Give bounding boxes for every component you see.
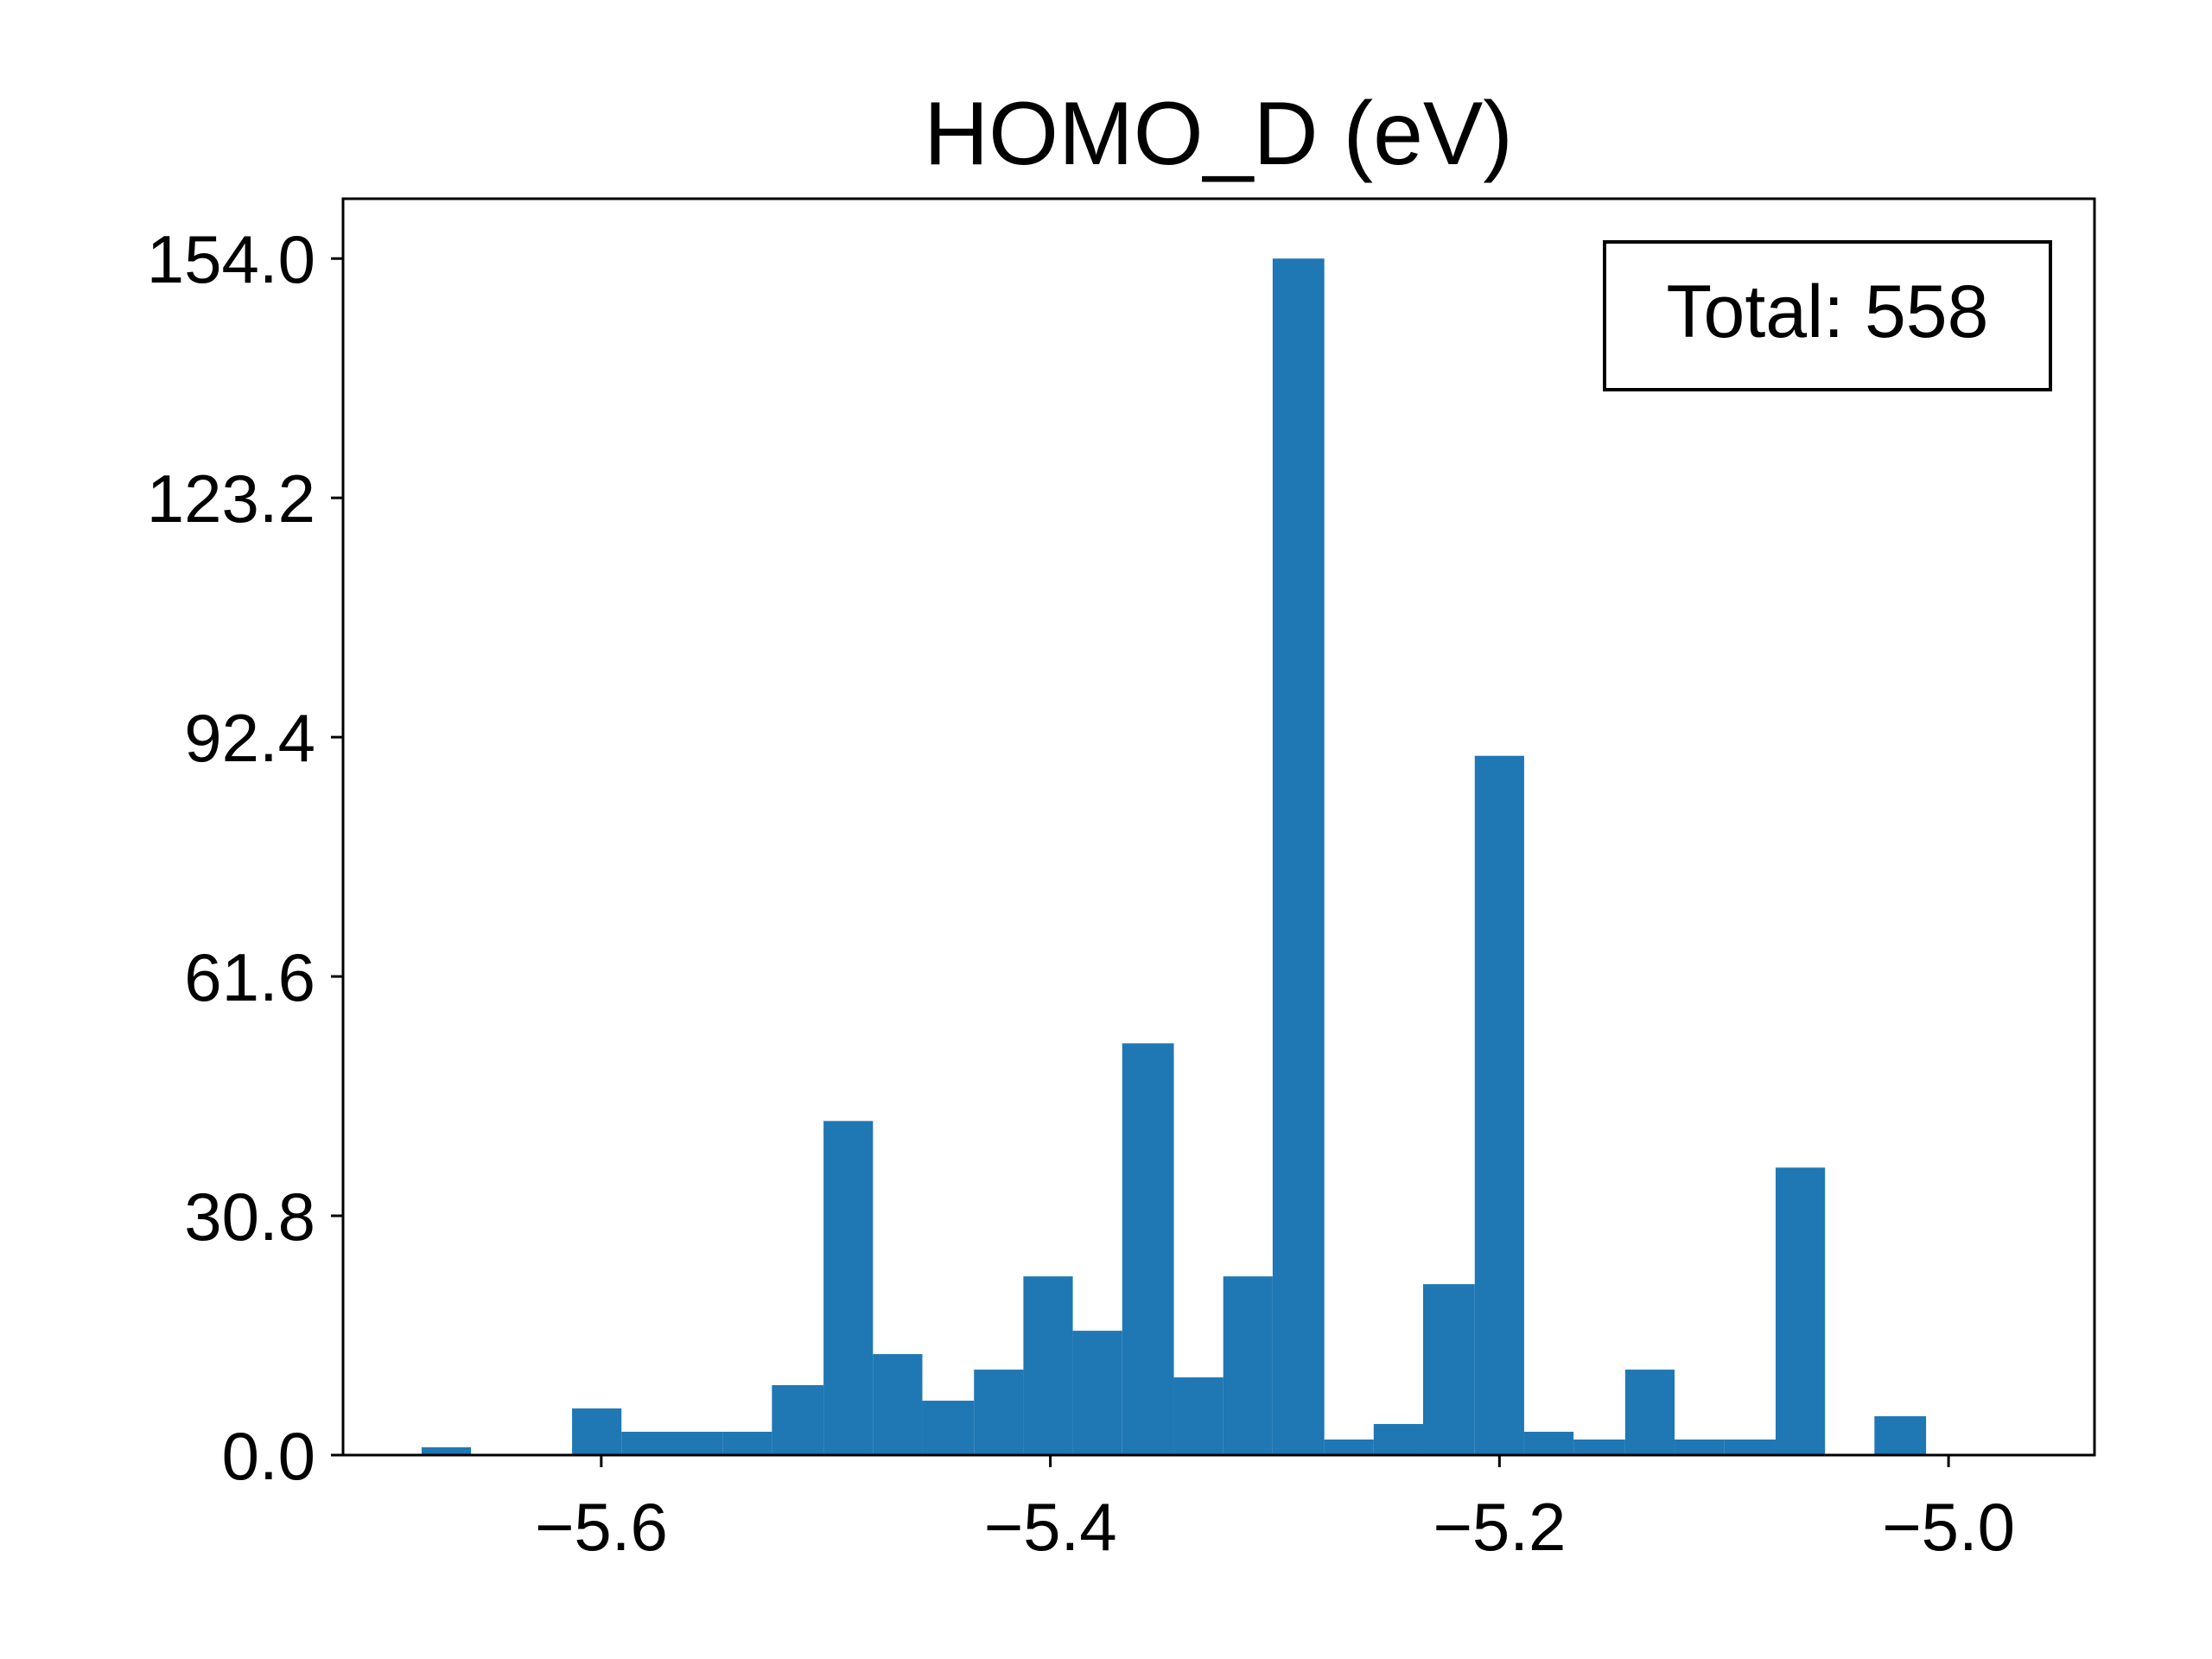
total-annotation: Total: 558 [1603,240,2052,391]
histogram-bar-0 [421,1447,472,1455]
y-tick-label-2: 61.6 [184,939,315,1015]
histogram-bar-4 [621,1432,674,1455]
y-tick-label-5: 154.0 [147,221,315,297]
histogram-bar-26 [1724,1440,1776,1455]
x-tick-label-3: −5.0 [1882,1489,2015,1565]
histogram-bar-13 [1072,1331,1122,1455]
y-axis: 0.0 30.8 61.6 92.4 123.2 154.0 [147,221,343,1494]
histogram-bar-19 [1373,1424,1423,1455]
histogram-bar-21 [1474,755,1524,1455]
histogram-bar-17 [1272,258,1325,1456]
histogram-bar-27 [1775,1167,1826,1455]
plot-area-frame [341,197,2096,1457]
total-annotation-text: Total: 558 [1667,270,1989,353]
histogram-bar-12 [1023,1276,1073,1455]
total-annotation-box [1603,240,2052,391]
histogram-bar-25 [1675,1440,1725,1455]
histogram-bar-3 [572,1408,622,1455]
x-tick-label-0: −5.6 [535,1489,668,1565]
x-axis: −5.6 −5.4 −5.2 −5.0 [535,1455,2015,1565]
histogram-bar-16 [1223,1276,1273,1455]
histogram-bar-14 [1122,1043,1174,1455]
histogram-bar-20 [1422,1284,1475,1455]
chart-title: HOMO_D (eV) [924,84,1513,184]
histogram-bars [421,258,1927,1456]
histogram-bar-29 [1874,1416,1927,1455]
x-tick-label-1: −5.4 [984,1489,1117,1565]
histogram-bar-7 [772,1385,824,1455]
histogram-bar-23 [1573,1440,1625,1455]
histogram-bar-15 [1173,1377,1224,1455]
histogram-bar-5 [673,1432,723,1455]
histogram-bar-10 [922,1401,975,1455]
y-tick-label-4: 123.2 [147,461,315,537]
histogram-bar-24 [1624,1370,1675,1455]
histogram-bar-11 [974,1370,1024,1455]
histogram-bar-9 [873,1354,923,1455]
y-tick-label-0: 0.0 [222,1418,315,1494]
histogram-bar-6 [722,1432,772,1455]
y-tick-label-3: 92.4 [184,700,315,776]
histogram-bar-18 [1324,1440,1374,1455]
y-tick-label-1: 30.8 [184,1179,315,1255]
histogram-bar-22 [1523,1432,1574,1455]
histogram-bar-8 [823,1121,874,1455]
x-tick-label-2: −5.2 [1433,1489,1566,1565]
